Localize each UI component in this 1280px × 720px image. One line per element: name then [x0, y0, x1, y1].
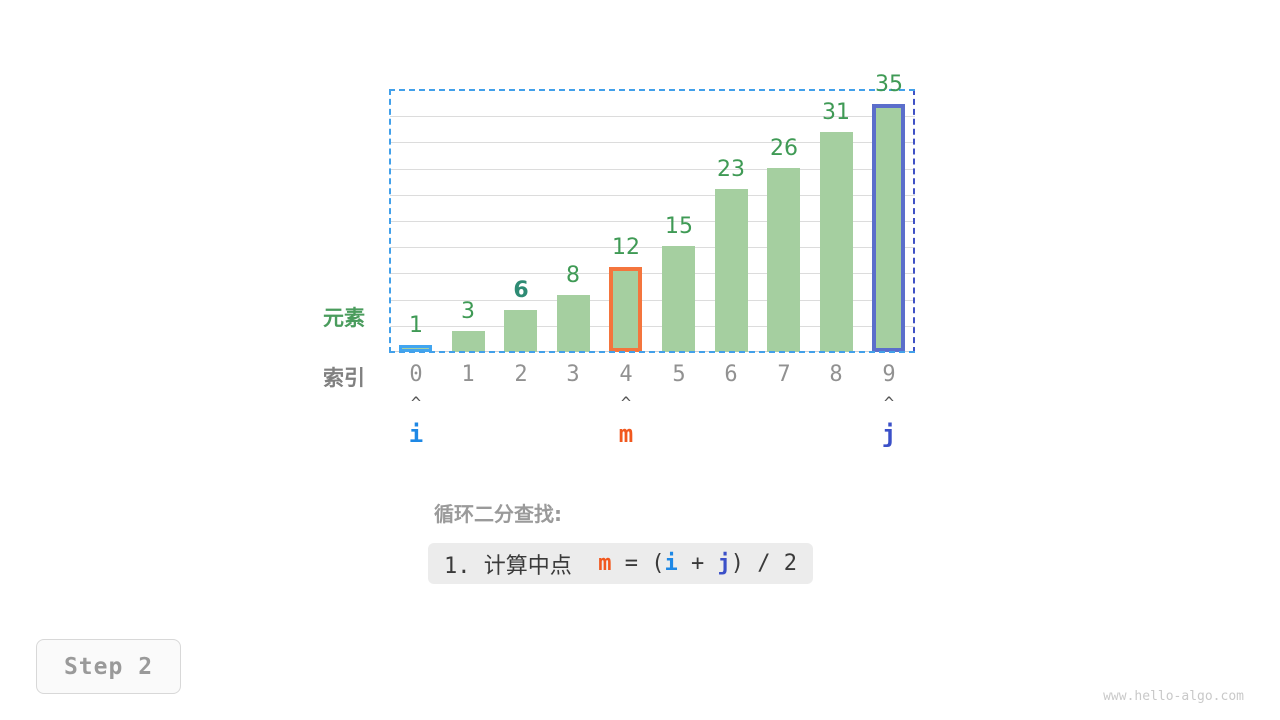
gridline [390, 326, 915, 327]
pointer-label-j: j [881, 420, 897, 448]
formula-equals: = ( [611, 551, 665, 576]
bar-value-label: 3 [461, 299, 475, 324]
bar [715, 189, 748, 352]
bar-value-label: 6 [513, 278, 529, 303]
step-badge: Step 2 [36, 639, 181, 694]
bar [820, 132, 853, 352]
watermark: www.hello-algo.com [1103, 689, 1244, 704]
gridline [390, 195, 915, 196]
chart-plot-area [390, 90, 915, 352]
index-label-6: 6 [724, 362, 738, 387]
index-label-0: 0 [409, 362, 423, 387]
gridline [390, 221, 915, 222]
pointer-caret-j: ^ [883, 394, 895, 414]
bar [662, 246, 695, 352]
gridline [390, 300, 915, 301]
index-label-5: 5 [672, 362, 686, 387]
bar-highlight-j [872, 104, 905, 352]
index-row-label: 索引 [323, 366, 365, 390]
formula-token-m: m [598, 551, 612, 576]
index-label-3: 3 [566, 362, 580, 387]
index-label-7: 7 [777, 362, 791, 387]
bar-value-label: 15 [665, 214, 693, 239]
formula-prefix: 1. 计算中点 [444, 553, 599, 579]
index-label-9: 9 [882, 362, 896, 387]
bar-value-label: 8 [566, 263, 580, 288]
pointer-label-i: i [408, 420, 424, 448]
bar [767, 168, 800, 352]
gridline [390, 247, 915, 248]
bar-value-label: 35 [875, 72, 903, 97]
formula-token-j: j [717, 551, 731, 576]
elements-row-label: 元素 [323, 306, 365, 330]
gridline [390, 116, 915, 117]
bar-highlight-i [399, 345, 432, 352]
formula-plus: + [677, 551, 718, 576]
index-label-4: 4 [619, 362, 633, 387]
bar-value-label: 1 [409, 313, 423, 338]
pointer-caret-i: ^ [410, 394, 422, 414]
index-label-1: 1 [461, 362, 475, 387]
formula-token-i: i [664, 551, 678, 576]
bar-value-label: 23 [717, 157, 745, 182]
formula-box: 1. 计算中点 m = (i + j) / 2 [428, 543, 813, 584]
bar-value-label: 31 [822, 100, 850, 125]
bar-value-label: 12 [612, 235, 640, 260]
bar [557, 295, 590, 352]
bar [504, 310, 537, 352]
gridline [390, 273, 915, 274]
pointer-label-m: m [618, 420, 634, 448]
index-label-2: 2 [514, 362, 528, 387]
gridline [390, 169, 915, 170]
pointer-caret-m: ^ [620, 394, 632, 414]
index-label-8: 8 [829, 362, 843, 387]
bar [452, 331, 485, 352]
formula-suffix: ) / 2 [730, 551, 797, 576]
caption-title: 循环二分查找: [434, 502, 562, 526]
bar-value-label: 26 [770, 136, 798, 161]
gridline [390, 142, 915, 143]
bar-highlight-m [609, 267, 642, 352]
